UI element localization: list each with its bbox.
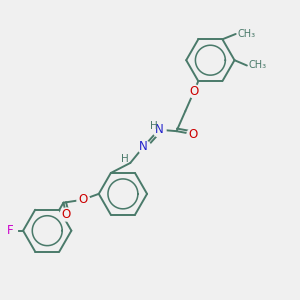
Text: O: O <box>78 193 87 206</box>
Text: O: O <box>190 85 199 98</box>
Text: CH₃: CH₃ <box>237 29 255 39</box>
Text: H: H <box>150 121 158 130</box>
Text: N: N <box>154 123 163 136</box>
Text: F: F <box>7 224 13 237</box>
Text: CH₃: CH₃ <box>248 61 266 70</box>
Text: H: H <box>121 154 128 164</box>
Text: N: N <box>139 140 148 153</box>
Text: O: O <box>62 208 71 221</box>
Text: O: O <box>188 128 197 141</box>
